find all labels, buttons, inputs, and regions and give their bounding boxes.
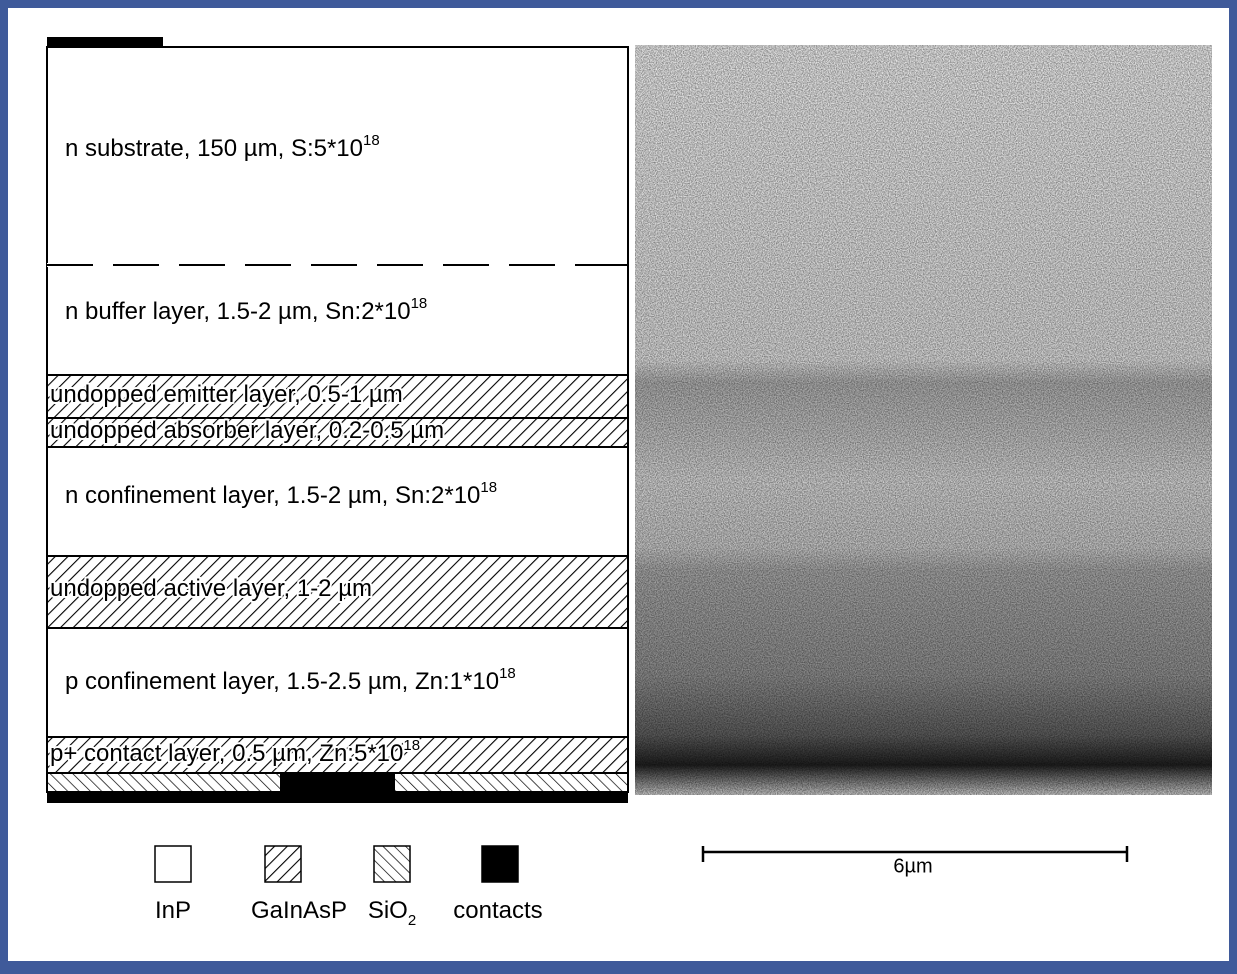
layer-label-text: p confinement layer, 1.5-2.5 µm, Zn:1*10 [65, 668, 499, 695]
superscript: 18 [480, 479, 497, 496]
contact [280, 773, 395, 792]
layer-label-text: n confinement layer, 1.5-2 µm, Sn:2*10 [65, 482, 480, 509]
layer-label-text: n buffer layer, 1.5-2 µm, Sn:2*10 [65, 298, 411, 325]
legend-label: InP [155, 897, 191, 924]
subscript: 2 [408, 912, 416, 929]
legend-swatch [374, 846, 410, 882]
layer-label-text: undopped active layer, 1-2 µm [50, 575, 372, 602]
layer-label: undopped emitter layer, 0.5-1 µm [50, 381, 403, 408]
superscript: 18 [403, 737, 420, 754]
layer-label: n substrate, 150 µm, S:5*1018 [65, 132, 380, 162]
sem-noise [635, 45, 1212, 795]
figure: n substrate, 150 µm, S:5*1018n buffer la… [0, 0, 1237, 969]
legend-label-text: SiO [368, 897, 408, 924]
scale-label: 6µm [893, 855, 932, 877]
legend-label-text: GaInAsP [251, 897, 347, 924]
layer-label-text: n substrate, 150 µm, S:5*10 [65, 135, 363, 162]
legend-label: GaInAsP [251, 897, 347, 924]
layer-label-text: undopped emitter layer, 0.5-1 µm [50, 381, 403, 408]
contact [47, 792, 628, 803]
superscript: 18 [411, 295, 428, 312]
page: n substrate, 150 µm, S:5*1018n buffer la… [0, 0, 1237, 969]
layer-label: n confinement layer, 1.5-2 µm, Sn:2*1018 [65, 479, 497, 509]
contact [47, 37, 163, 47]
legend-label-text: InP [155, 897, 191, 924]
legend-label: contacts [453, 897, 542, 924]
layer-label-text: p+ contact layer, 0.5 µm, Zn:5*10 [50, 740, 403, 767]
legend-swatch [155, 846, 191, 882]
superscript: 18 [499, 665, 516, 682]
layer-label: undopped active layer, 1-2 µm [50, 575, 372, 602]
legend-swatch [482, 846, 518, 882]
legend-swatch [265, 846, 301, 882]
sem-image [635, 45, 1212, 795]
layer-label: n buffer layer, 1.5-2 µm, Sn:2*1018 [65, 295, 427, 325]
layer-label: p+ contact layer, 0.5 µm, Zn:5*1018 [50, 737, 420, 767]
layer-label: undopped absorber layer, 0.2-0.5 µm [50, 417, 444, 444]
layer-label-text: undopped absorber layer, 0.2-0.5 µm [50, 417, 444, 444]
layer-label: p confinement layer, 1.5-2.5 µm, Zn:1*10… [65, 665, 516, 695]
superscript: 18 [363, 132, 380, 149]
legend-label-text: contacts [453, 897, 542, 924]
